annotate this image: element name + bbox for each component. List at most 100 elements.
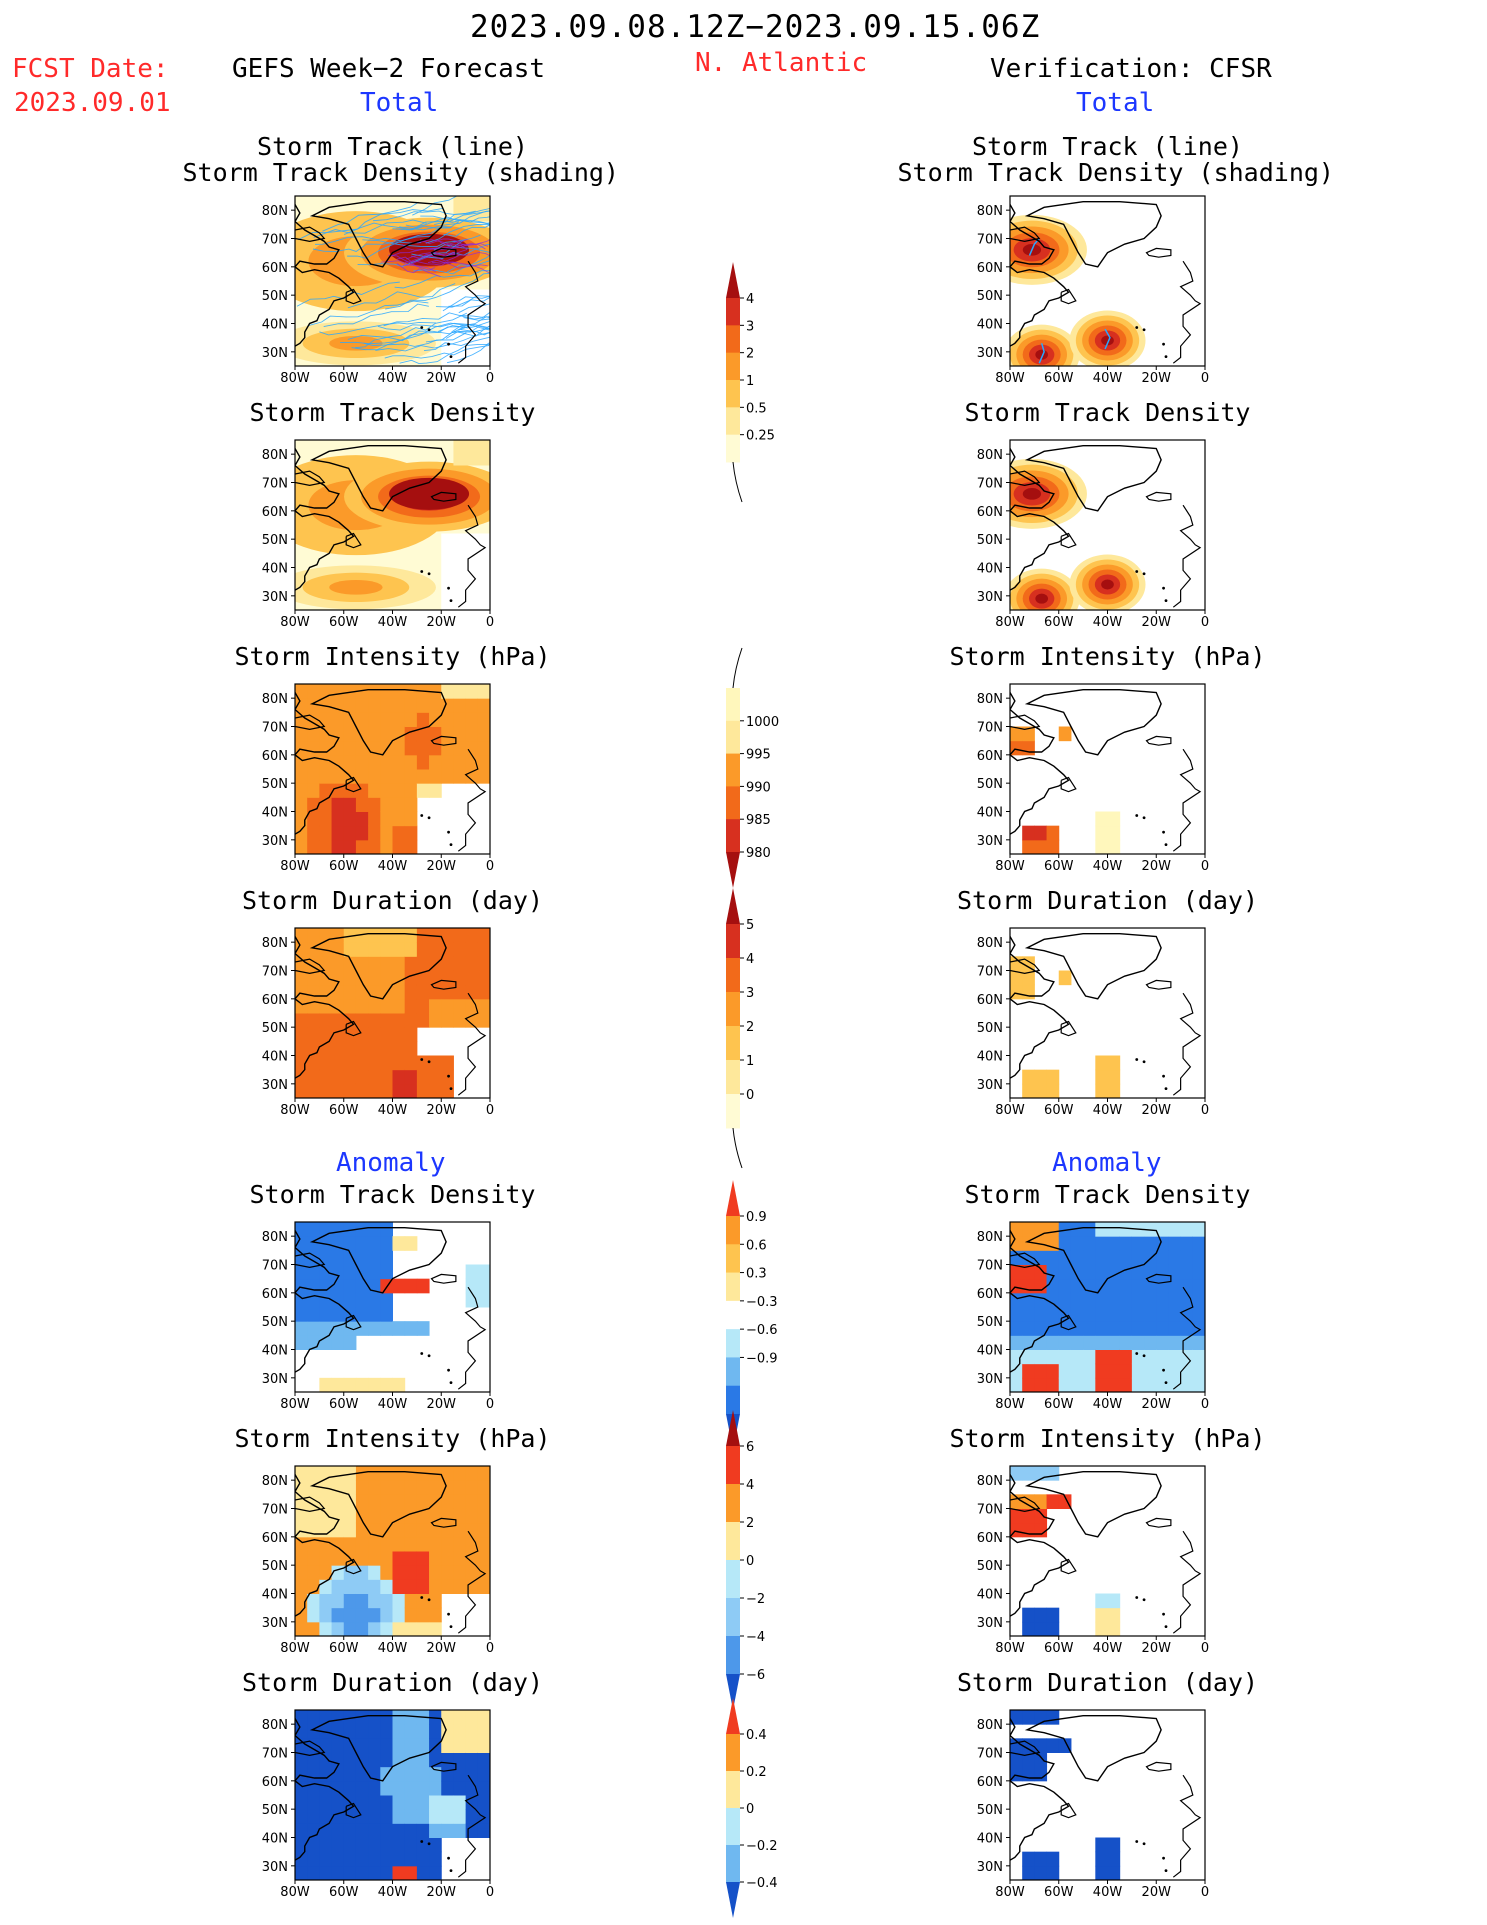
x-tick-label: 0 (1201, 1397, 1209, 1412)
y-tick-label: 40N (977, 806, 1003, 821)
colorbar-label: 0.25 (746, 429, 775, 444)
colorbar-cell (726, 1446, 740, 1485)
colorbar-label: 0 (746, 1088, 754, 1103)
panel-title-line: Storm Track Density (249, 1180, 536, 1209)
panel-title-line: Storm Intensity (hPa) (234, 1424, 551, 1453)
heatmap-field (295, 196, 490, 366)
colorbar-label: 2 (746, 1516, 754, 1531)
x-tick-label: 60W (329, 615, 359, 630)
map-panel-ver-track: 80W 60W 40W 20W 0 80N 70N 60N 50N 40N 30N (977, 195, 1270, 396)
map-axes: 80W 60W 40W 20W 0 80N 70N 60N 50N 40N 30N (262, 1221, 494, 1412)
panel-title-line: Storm Duration (day) (956, 1668, 1259, 1697)
y-tick-label: 80N (262, 692, 288, 707)
y-tick-label: 80N (977, 1718, 1003, 1733)
heatmap-field (1010, 956, 1121, 1098)
x-tick-label: 60W (329, 1103, 359, 1118)
y-tick-label: 50N (977, 1315, 1003, 1330)
x-tick-label: 0 (486, 1397, 494, 1412)
panel-title: Storm Intensity (hPa) (898, 644, 1318, 670)
x-tick-label: 80W (995, 1397, 1025, 1412)
y-tick-label: 40N (262, 562, 288, 577)
map-svg: 80W 60W 40W 20W 0 80N 70N 60N 50N 40N 30N (977, 1221, 1209, 1412)
coastline (1010, 1470, 1202, 1634)
colorbar-cap (726, 1410, 740, 1446)
x-tick-label: 40W (1093, 1641, 1123, 1656)
x-tick-label: 0 (486, 859, 494, 874)
y-tick-label: 50N (977, 1803, 1003, 1818)
x-tick-label: 20W (1142, 1641, 1172, 1656)
colorbar-cell (726, 1094, 740, 1129)
x-tick-label: 60W (1044, 615, 1074, 630)
map-svg: 80W 60W 40W 20W 0 80N 70N 60N 50N 40N 30N (262, 683, 494, 874)
x-tick-label: 40W (378, 1641, 408, 1656)
y-tick-label: 60N (262, 1287, 288, 1302)
map-svg: 80W 60W 40W 20W 0 80N 70N 60N 50N 40N 30N (262, 1709, 494, 1900)
x-tick-label: 0 (486, 615, 494, 630)
x-tick-label: 80W (995, 1641, 1025, 1656)
y-tick-label: 70N (262, 477, 288, 492)
x-tick-label: 60W (329, 859, 359, 874)
y-tick-label: 80N (262, 448, 288, 463)
heatmap-field (1010, 214, 1146, 366)
colorbar-svg: 0.4 0.2 0 −0.2 −0.4 (726, 1698, 778, 1918)
colorbar-label: −2 (746, 1592, 765, 1607)
panel-title-line: Storm Intensity (hPa) (234, 642, 551, 671)
heatmap-field (295, 684, 490, 854)
x-tick-label: 80W (280, 1103, 310, 1118)
y-tick-label: 40N (262, 1050, 288, 1065)
colorbar-label: 1 (746, 1054, 754, 1069)
x-tick-label: 80W (995, 859, 1025, 874)
map-panel-fcst-density-anom: 80W 60W 40W 20W 0 80N 70N 60N 50N 40N 30N (262, 1221, 555, 1422)
map-axes: 80W 60W 40W 20W 0 80N 70N 60N 50N 40N 30N (977, 195, 1209, 386)
heatmap-field (1010, 1710, 1121, 1880)
y-tick-label: 70N (262, 1259, 288, 1274)
heatmap-field (1010, 1466, 1121, 1636)
colorbar-cell (726, 1522, 740, 1561)
colorbar-svg: 4 3 2 1 0.5 0.25 (726, 262, 775, 503)
colorbar-cell (726, 1272, 740, 1302)
coastline (295, 444, 487, 608)
colorbar-label: 5 (746, 918, 754, 933)
panel-title: Storm Intensity (hPa) (183, 644, 603, 670)
map-panel-fcst-density: 80W 60W 40W 20W 0 80N 70N 60N 50N 40N 30N (262, 439, 555, 640)
colorbar-cap (726, 1882, 740, 1918)
y-tick-label: 80N (262, 1718, 288, 1733)
y-tick-label: 30N (262, 1860, 288, 1875)
colorbar-cell (726, 352, 740, 381)
colorbar-label: −0.3 (746, 1295, 778, 1310)
y-tick-label: 60N (262, 749, 288, 764)
x-tick-label: 20W (427, 1397, 457, 1412)
panel-title: Storm Track Density (183, 1182, 603, 1208)
x-tick-label: 20W (427, 1885, 457, 1900)
map-panel-fcst-intensity-anom: 80W 60W 40W 20W 0 80N 70N 60N 50N 40N 30N (262, 1465, 555, 1666)
heatmap-field (1010, 726, 1121, 854)
map-axes: 80W 60W 40W 20W 0 80N 70N 60N 50N 40N 30N (977, 1709, 1209, 1900)
x-tick-label: 60W (329, 371, 359, 386)
map-svg: 80W 60W 40W 20W 0 80N 70N 60N 50N 40N 30N (262, 1465, 494, 1656)
coastline (1010, 444, 1202, 608)
x-tick-label: 40W (378, 371, 408, 386)
panel-title-line: Storm Track Density (964, 1180, 1251, 1209)
map-svg: 80W 60W 40W 20W 0 80N 70N 60N 50N 40N 30N (977, 1709, 1209, 1900)
map-svg: 80W 60W 40W 20W 0 80N 70N 60N 50N 40N 30N (262, 927, 494, 1118)
map-axes: 80W 60W 40W 20W 0 80N 70N 60N 50N 40N 30N (977, 1221, 1209, 1412)
x-tick-label: 60W (1044, 371, 1074, 386)
x-tick-label: 60W (1044, 859, 1074, 874)
y-tick-label: 60N (262, 261, 288, 276)
x-tick-label: 20W (1142, 1885, 1172, 1900)
colorbar-cell (726, 753, 740, 787)
panel-title-line: Storm Duration (day) (241, 886, 544, 915)
colorbar-cell (726, 1598, 740, 1637)
colorbar-label: 995 (746, 748, 771, 763)
x-tick-label: 80W (995, 615, 1025, 630)
colorbar-label: −4 (746, 1630, 765, 1645)
colorbar-label: −6 (746, 1668, 765, 1683)
y-tick-label: 50N (262, 1315, 288, 1330)
y-tick-label: 70N (262, 233, 288, 248)
y-tick-label: 50N (262, 289, 288, 304)
y-tick-label: 60N (262, 993, 288, 1008)
colorbar-label: 0.6 (746, 1238, 767, 1253)
colorbar-intensity-anom: 6 4 2 0 −2 −4 −6 (722, 1410, 832, 1710)
colorbar-label: −0.6 (746, 1323, 778, 1338)
y-tick-label: 60N (977, 1775, 1003, 1790)
